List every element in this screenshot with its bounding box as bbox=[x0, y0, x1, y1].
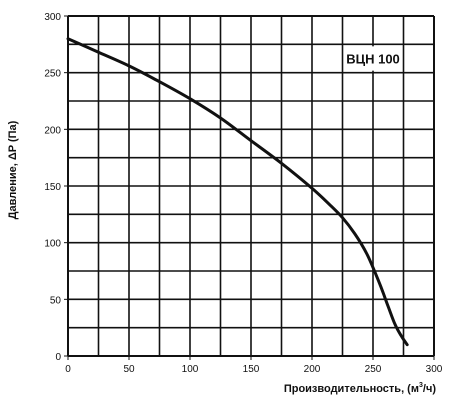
chart-badge: ВЦН 100 bbox=[346, 52, 400, 67]
y-axis-label: Давление, ΔP (Па) bbox=[7, 120, 19, 219]
chart-badge-box bbox=[344, 46, 402, 71]
axis-ticks: 0 50 100 150 200 250 300 0 50 100 150 200 250 300 bbox=[44, 12, 442, 375]
x-axis-label-main: Производительность, (м bbox=[284, 383, 419, 395]
x-tick-label: 50 bbox=[123, 364, 135, 375]
x-axis-label: Производительность, (м3/ч) bbox=[284, 382, 437, 395]
x-tick-label: 100 bbox=[182, 364, 199, 375]
x-axis-label-sup: 3 bbox=[419, 382, 423, 389]
x-tick-label: 250 bbox=[365, 364, 382, 375]
x-axis-label-end: /ч) bbox=[423, 383, 436, 395]
y-tick-label: 150 bbox=[44, 182, 61, 193]
chart-grid bbox=[64, 15, 435, 360]
x-tick-label: 300 bbox=[426, 364, 443, 375]
y-tick-label: 50 bbox=[50, 295, 62, 306]
y-tick-label: 300 bbox=[44, 12, 61, 23]
y-tick-label: 100 bbox=[44, 239, 61, 250]
y-tick-label: 200 bbox=[44, 125, 61, 136]
x-tick-label: 150 bbox=[243, 364, 260, 375]
x-tick-label: 0 bbox=[65, 364, 71, 375]
x-tick-label: 200 bbox=[304, 364, 321, 375]
y-tick-label: 0 bbox=[55, 352, 61, 363]
y-tick-label: 250 bbox=[44, 69, 61, 80]
series-line-curve bbox=[66, 37, 409, 347]
